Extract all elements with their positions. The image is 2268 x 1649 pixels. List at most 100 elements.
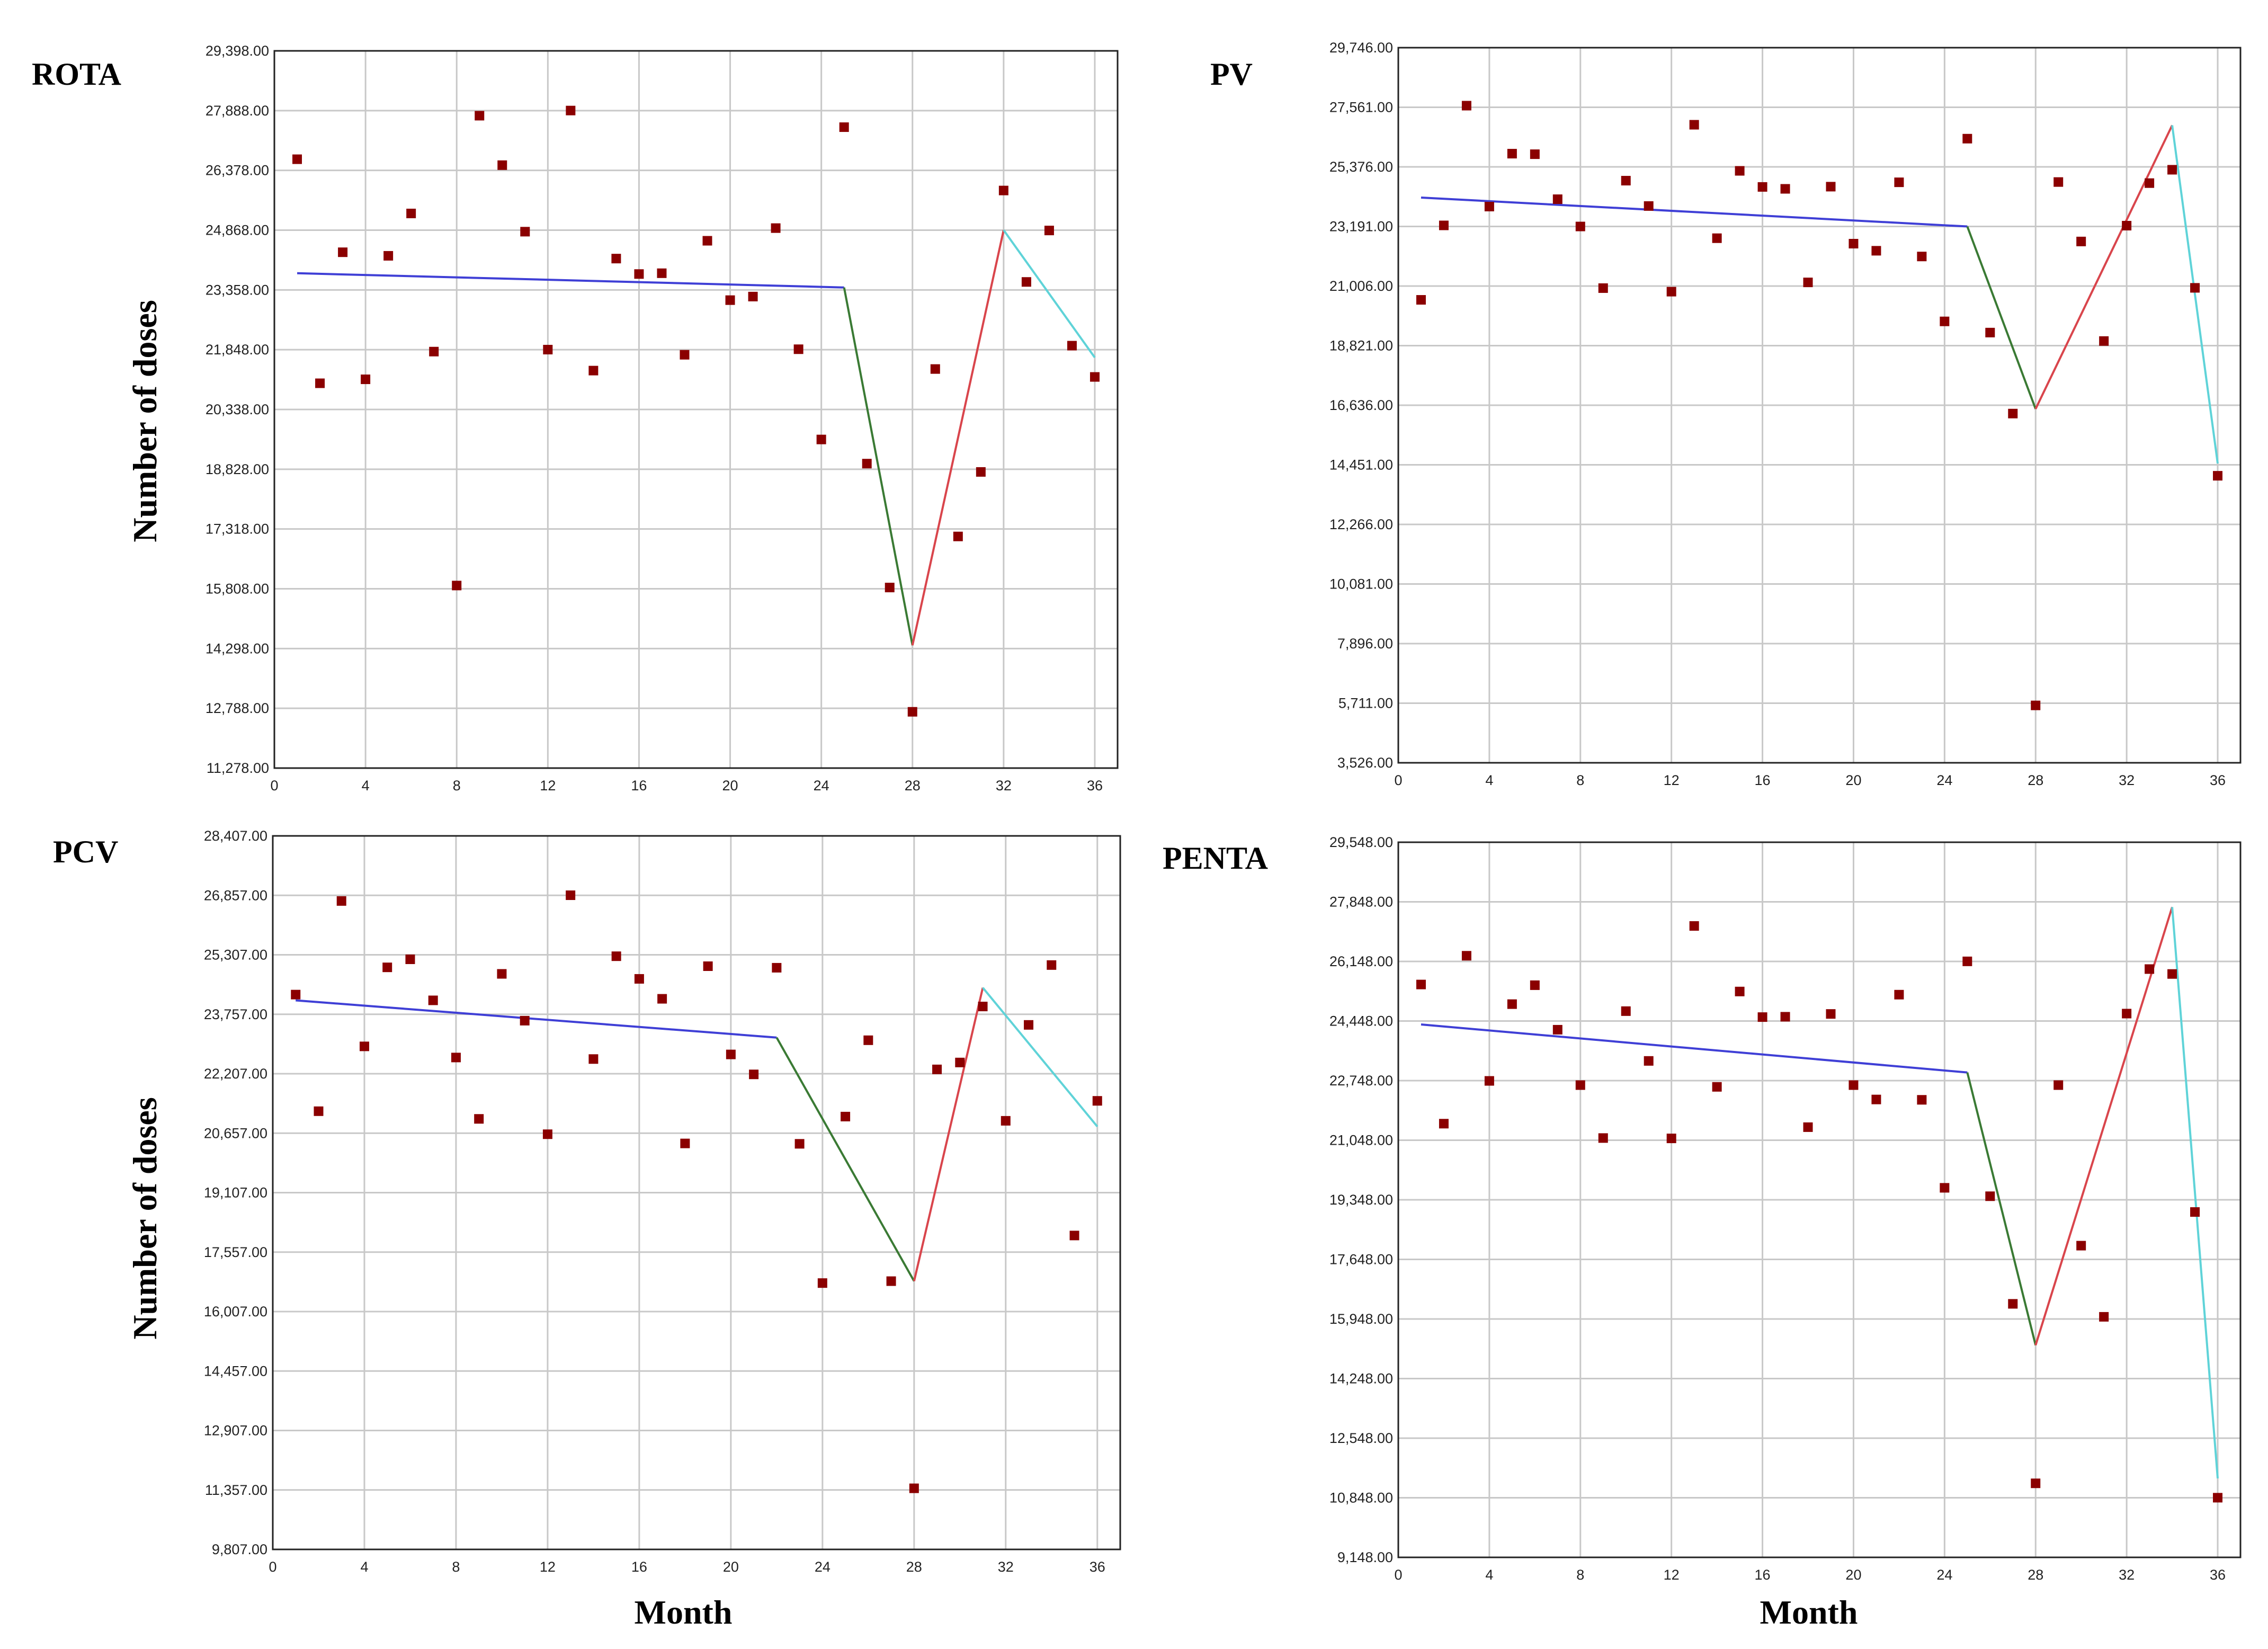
pv-data-point	[1484, 201, 1494, 211]
pcv-y-tick-label: 17,557.00	[204, 1244, 267, 1260]
pcv-segment-3-line	[913, 987, 984, 1282]
pcv-data-point	[497, 969, 507, 979]
pcv-data-point	[634, 974, 644, 984]
pv-x-tick-label: 0	[1394, 772, 1402, 788]
rota-y-tick-label: 27,888.00	[206, 103, 269, 119]
rota-y-tick-label: 18,828.00	[206, 461, 269, 477]
pv-y-tick-label: 3,526.00	[1337, 755, 1393, 771]
rota-data-point	[976, 467, 986, 477]
rota-data-point	[725, 295, 735, 305]
penta-data-point	[2031, 1478, 2041, 1488]
pcv-x-tick-label: 12	[540, 1559, 556, 1575]
pcv-data-point	[726, 1049, 736, 1059]
penta-y-tick-label: 10,848.00	[1329, 1490, 1393, 1506]
pv-y-tick-label: 27,561.00	[1329, 100, 1393, 115]
rota-y-tick-label: 15,808.00	[206, 581, 269, 597]
pcv-data-point	[566, 890, 576, 901]
pcv-x-tick-label: 4	[360, 1559, 368, 1575]
rota-data-point	[953, 531, 963, 541]
penta-x-tick-label: 4	[1485, 1567, 1493, 1583]
rota-data-point	[816, 434, 826, 444]
pv-data-point	[1985, 327, 1995, 337]
pv-chart: 3,526.00 5,711.00 7,896.00 10,081.00 12,266.…	[1329, 40, 2242, 788]
penta-y-tick-label: 14,248.00	[1329, 1371, 1393, 1387]
rota-data-point	[771, 223, 781, 233]
pcv-x-axis-title: Month	[635, 1593, 733, 1631]
pv-data-point	[2099, 336, 2109, 346]
pcv-panel-title: PCV	[53, 834, 118, 869]
penta-segment-2-line	[1966, 1072, 2037, 1345]
rota-x-tick-label: 20	[722, 778, 738, 794]
pv-x-tick-label: 12	[1664, 772, 1680, 788]
pv-data-point	[2190, 283, 2200, 293]
pcv-data-point	[932, 1064, 942, 1074]
penta-x-tick-label: 28	[2028, 1567, 2043, 1583]
rota-data-point	[862, 459, 872, 469]
pcv-segment-1-line	[296, 999, 777, 1039]
pv-y-tick-label: 18,821.00	[1329, 338, 1393, 354]
pv-data-point	[2122, 221, 2132, 231]
pcv-data-point	[703, 961, 713, 971]
pv-x-tick-label: 8	[1576, 772, 1584, 788]
penta-data-point	[1598, 1133, 1608, 1143]
pcv-data-point	[955, 1057, 965, 1067]
penta-y-tick-label: 19,348.00	[1329, 1192, 1393, 1208]
pcv-y-tick-label: 14,457.00	[204, 1363, 267, 1379]
pcv-y-tick-label: 20,657.00	[204, 1125, 267, 1141]
pcv-data-point	[588, 1054, 599, 1064]
penta-x-tick-label: 24	[1936, 1567, 1952, 1583]
rota-data-point	[702, 236, 712, 246]
pcv-y-axis-title: Number of doses	[126, 1097, 164, 1340]
penta-data-point	[1962, 956, 1972, 966]
pcv-data-point	[863, 1035, 873, 1045]
penta-data-point	[1689, 921, 1699, 931]
pv-data-point	[1849, 238, 1859, 248]
pv-data-point	[1507, 149, 1517, 159]
rota-data-point	[543, 345, 553, 355]
pcv-data-point	[542, 1129, 552, 1139]
rota-data-point	[497, 160, 507, 170]
pcv-chart: 9,807.00 11,357.00 12,907.00 14,457.00 16,00…	[204, 828, 1121, 1575]
penta-data-point	[1849, 1080, 1859, 1090]
pcv-y-tick-label: 26,857.00	[204, 887, 267, 903]
rota-data-point	[680, 350, 690, 360]
penta-data-point	[1757, 1012, 1767, 1022]
rota-segment-3-line	[911, 229, 1005, 646]
pcv-data-point	[611, 951, 621, 961]
penta-data-point	[1826, 1009, 1836, 1019]
penta-data-point	[1894, 990, 1904, 1000]
rota-x-tick-label: 24	[814, 778, 829, 794]
rota-y-axis-title: Number of doses	[126, 300, 164, 542]
pv-plot-frame	[1397, 47, 2242, 764]
penta-x-tick-label: 36	[2210, 1567, 2226, 1583]
rota-x-tick-label: 4	[362, 778, 370, 794]
penta-data-point	[1735, 986, 1745, 996]
rota-x-tick-label: 0	[270, 778, 278, 794]
pv-data-point	[2031, 700, 2041, 710]
rota-y-tick-label: 12,788.00	[206, 700, 269, 716]
pv-data-point	[2145, 178, 2155, 188]
pv-y-tick-label: 14,451.00	[1329, 457, 1393, 473]
pv-y-tick-label: 16,636.00	[1329, 397, 1393, 413]
penta-segment-4-line	[2171, 907, 2219, 1479]
pcv-x-tick-label: 0	[269, 1559, 276, 1575]
pcv-data-point	[657, 994, 667, 1004]
pv-y-tick-label: 21,006.00	[1329, 278, 1393, 294]
rota-x-tick-label: 8	[453, 778, 461, 794]
penta-data-point	[1530, 980, 1540, 990]
pcv-y-tick-label: 19,107.00	[204, 1185, 267, 1201]
rota-x-tick-label: 12	[540, 778, 556, 794]
pv-y-tick-label: 10,081.00	[1329, 576, 1393, 592]
pv-data-point	[1871, 246, 1881, 256]
penta-data-point	[1507, 999, 1517, 1009]
pcv-y-tick-label: 28,407.00	[204, 828, 267, 844]
rota-y-tick-label: 14,298.00	[206, 640, 269, 656]
rota-data-point	[383, 251, 394, 261]
pcv-y-tick-label: 9,807.00	[212, 1541, 267, 1557]
pcv-y-tick-label: 22,207.00	[204, 1066, 267, 1082]
pcv-data-point	[314, 1106, 324, 1116]
pv-x-tick-label: 28	[2028, 772, 2043, 788]
pv-y-tick-label: 25,376.00	[1329, 159, 1393, 175]
rota-data-point	[907, 707, 917, 717]
pv-data-point	[1826, 182, 1836, 192]
